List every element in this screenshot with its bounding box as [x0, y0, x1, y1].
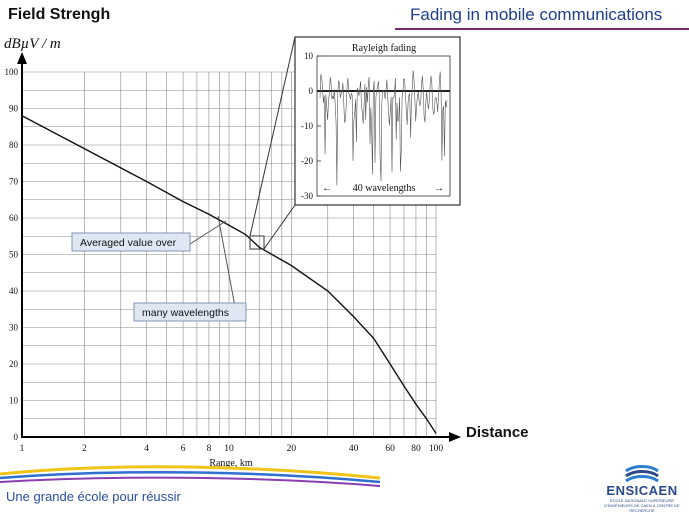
y-tick-label: 60	[9, 213, 19, 223]
y-tick-label: 100	[5, 67, 19, 77]
callout-leader-2	[217, 215, 237, 313]
x-tick-label: 100	[429, 444, 444, 454]
logo-subtext: ÉCOLE NATIONALE SUPÉRIEURE D'INGÉNIEURS …	[604, 498, 680, 513]
x-tick-label: 4	[144, 444, 149, 454]
inset-fading-trace	[319, 70, 448, 186]
zoom-connector-bottom	[263, 204, 296, 250]
y-tick-label: 40	[9, 286, 19, 296]
zoom-marker	[249, 235, 265, 250]
callout-wavelengths-text: many wavelengths	[142, 307, 229, 319]
y-tick-label: 0	[14, 432, 19, 442]
x-tick-label: 80	[411, 444, 421, 454]
inset-x-caption: 40 wavelengths	[353, 183, 416, 194]
y-tick-label: 90	[9, 104, 19, 114]
series	[21, 115, 437, 434]
axes	[17, 52, 461, 442]
distance-label: Distance	[466, 424, 529, 441]
inset-signal	[317, 70, 450, 186]
wave-logo-icon	[625, 465, 659, 483]
y-tick-label: 80	[9, 140, 19, 150]
x-tick-label: 10	[224, 444, 234, 454]
callout-box-wavelengths	[133, 302, 247, 322]
inset-arrow-right-icon: →	[434, 183, 444, 194]
tick-labels: 0 10 20 30 40 50 60 70 80 90 100 1 2 4 6 8 10 20 40 60 80 100	[5, 67, 444, 454]
inset-y-tick-label: -10	[301, 121, 313, 131]
inset-y-tick-label: 0	[309, 86, 314, 96]
ensicaen-logo: ENSICAEN ÉCOLE NATIONALE SUPÉRIEURE D'IN…	[602, 465, 682, 513]
callout-box-averaged	[71, 232, 191, 252]
y-tick-label: 30	[9, 323, 19, 333]
x-tick-label: 8	[207, 444, 212, 454]
footer-swoosh	[0, 465, 381, 487]
rayleigh-inset: Rayleigh fading 10 0 -10 -20 -30 ← 40 wavele…	[294, 36, 461, 206]
inset-arrow-left-icon: ←	[322, 183, 332, 194]
y-tick-label: 10	[9, 396, 19, 406]
field-strength-curve	[21, 115, 437, 434]
slide-title: Fading in mobile communications	[410, 5, 663, 24]
zoom-connector-top	[249, 36, 296, 237]
y-axis-arrow-icon	[17, 52, 27, 64]
callout-averaged-text: Averaged value over	[80, 237, 177, 249]
x-tick-label: 60	[385, 444, 395, 454]
x-axis-label: Range, km	[209, 458, 253, 469]
page-title: Field Strengh	[8, 6, 111, 23]
x-tick-label: 6	[181, 444, 186, 454]
footer-tagline: Une grande école pour réussir	[6, 489, 181, 504]
x-tick-label: 20	[287, 444, 297, 454]
x-tick-label: 1	[20, 444, 25, 454]
inset-title: Rayleigh fading	[352, 43, 416, 54]
x-tick-label: 2	[82, 444, 87, 454]
logo-text: ENSICAEN	[606, 483, 678, 498]
inset-y-tick-label: 10	[304, 51, 314, 61]
y-unit-label: dBµV / m	[4, 36, 61, 52]
inset-y-tick-label: -30	[301, 191, 313, 201]
y-tick-label: 20	[9, 359, 19, 369]
x-tick-label: 40	[349, 444, 359, 454]
inset-y-tick-label: -20	[301, 156, 313, 166]
y-tick-label: 70	[9, 177, 19, 187]
title-underline	[395, 28, 689, 30]
y-tick-label: 50	[9, 250, 19, 260]
inset-frame	[294, 36, 461, 206]
x-axis-arrow-icon	[449, 432, 461, 442]
